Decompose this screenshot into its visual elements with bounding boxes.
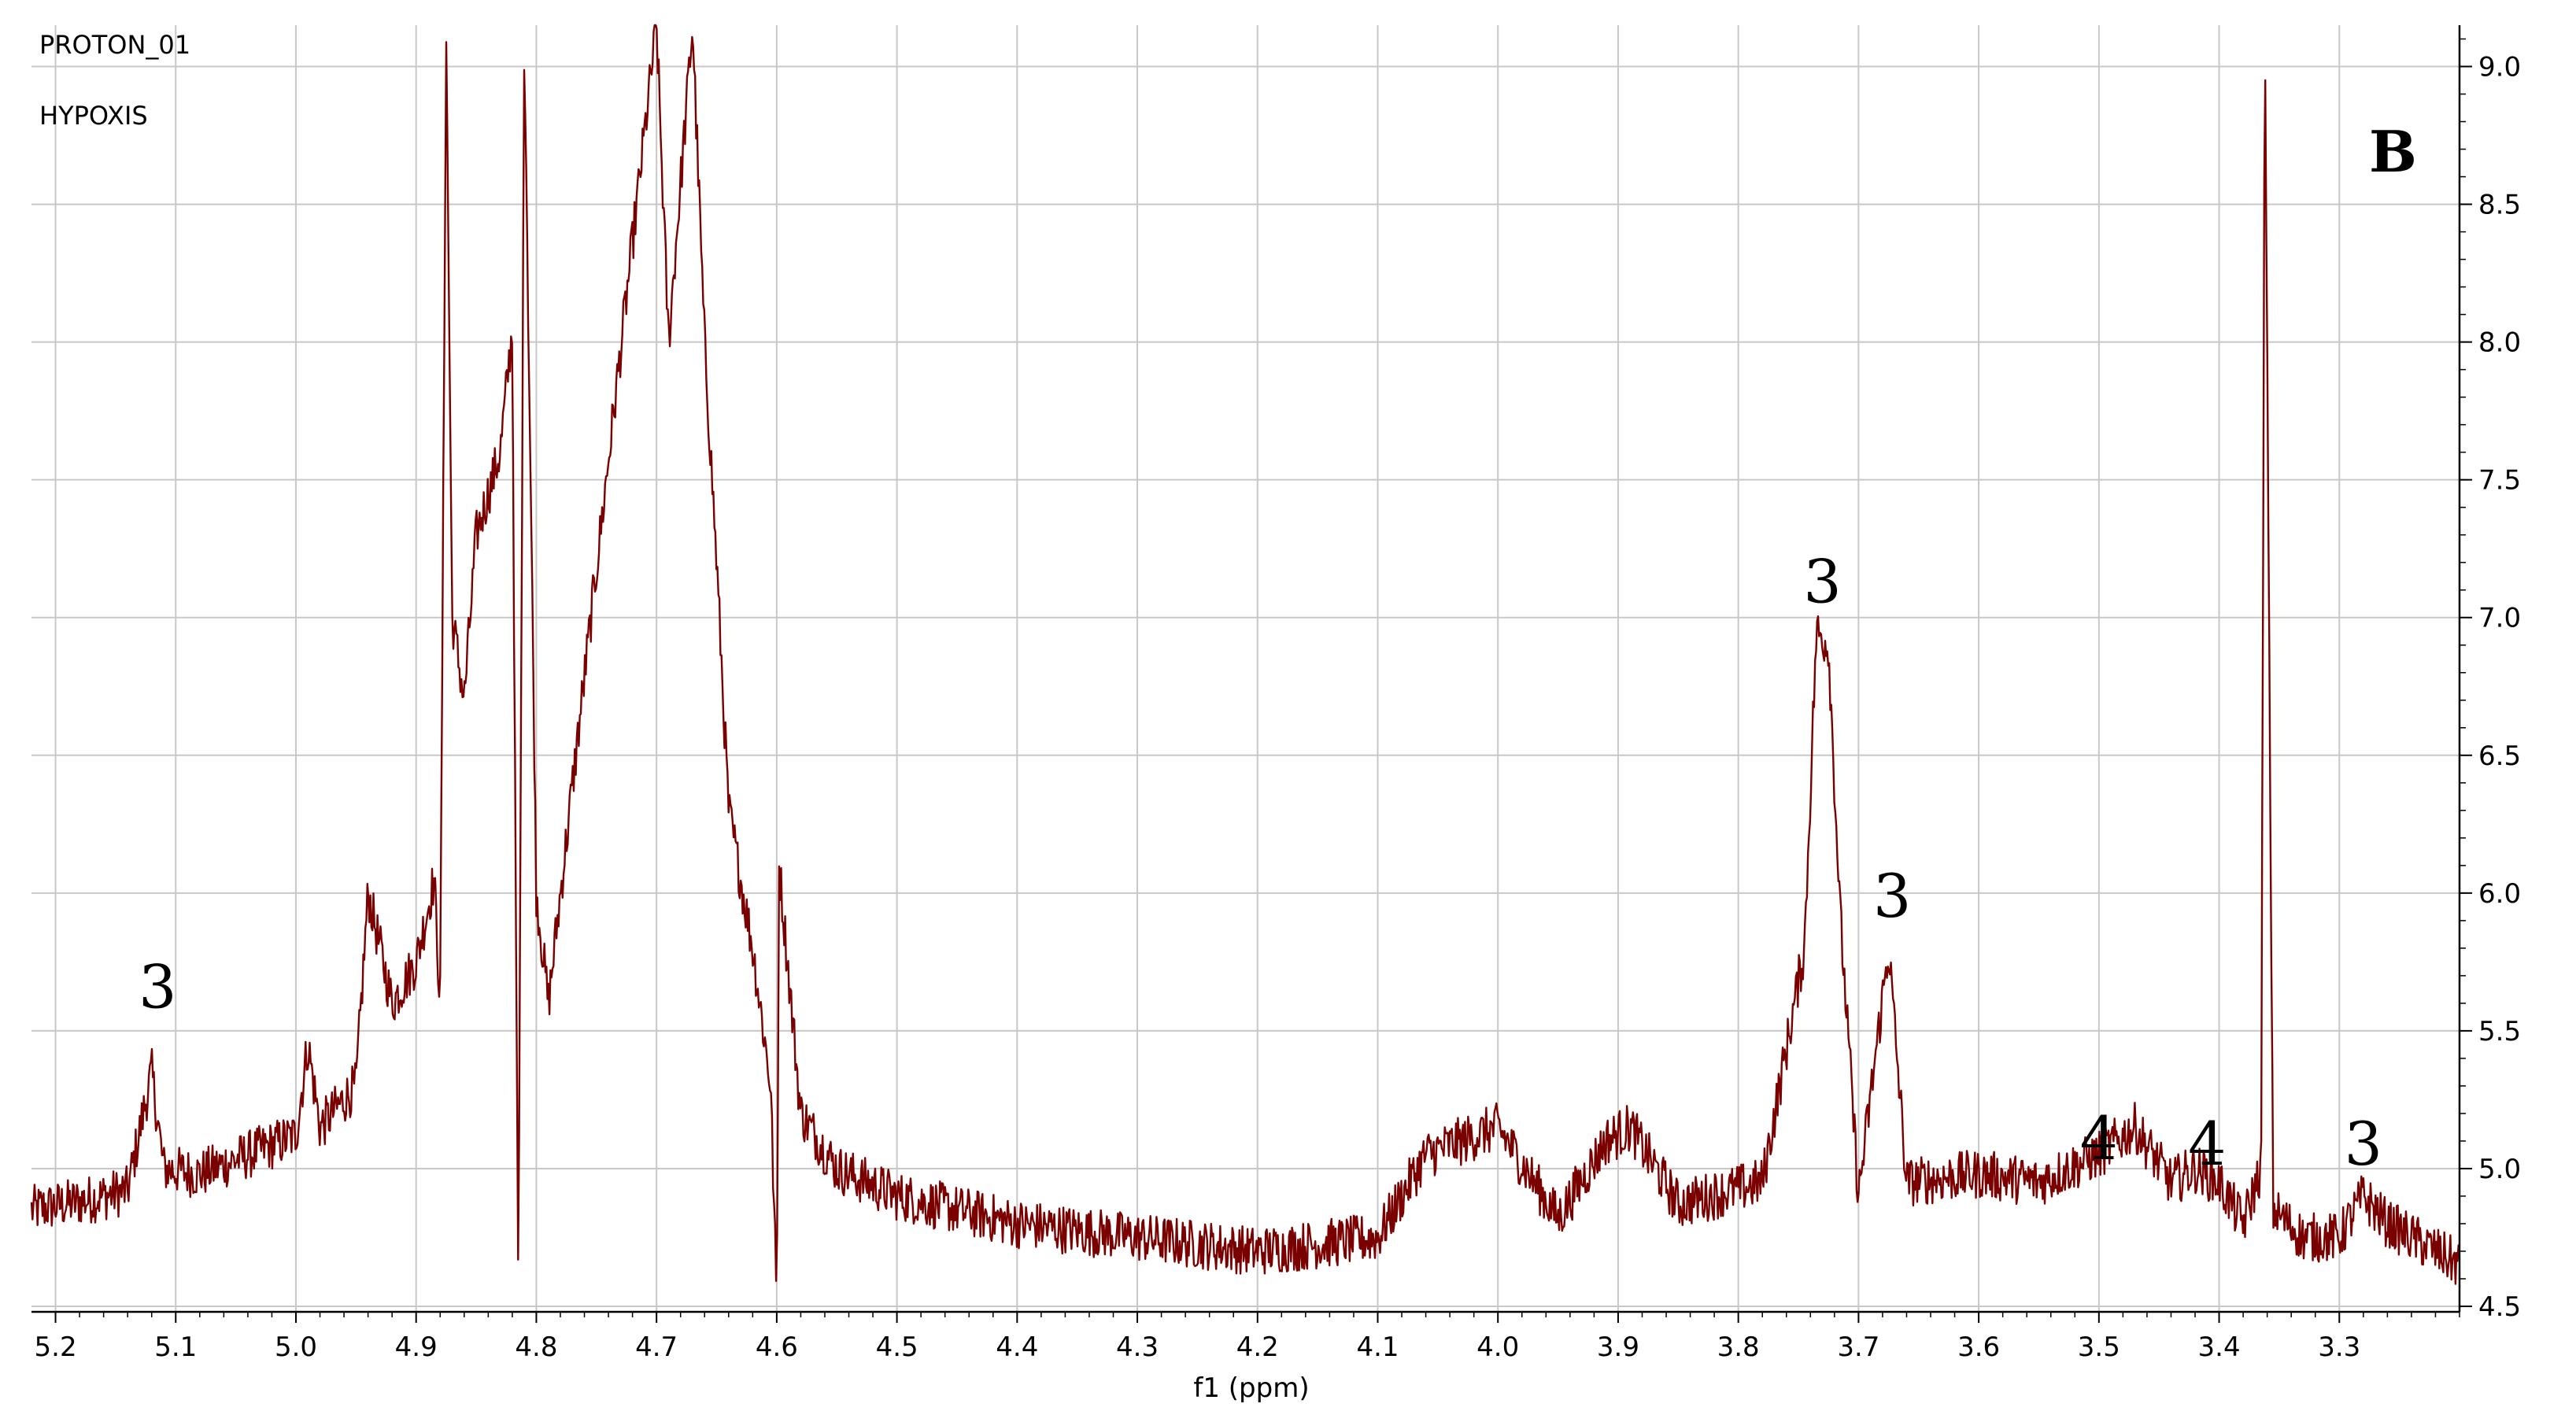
x-tick-label: 4.5 xyxy=(876,1332,918,1363)
peak-annotation: 3 xyxy=(1803,547,1841,617)
x-tick-label: 3.9 xyxy=(1597,1332,1639,1363)
x-tick-label: 3.4 xyxy=(2198,1332,2241,1363)
x-tick-label: 4.3 xyxy=(1116,1332,1159,1363)
peak-annotation: 4 xyxy=(2188,1109,2226,1179)
x-tick-label: 5.2 xyxy=(35,1332,77,1363)
x-axis-title: f1 (ppm) xyxy=(1193,1372,1309,1404)
y-tick-label: 8.0 xyxy=(2478,327,2521,359)
x-tick-label: 3.6 xyxy=(1957,1332,2000,1363)
x-tick-label: 4.1 xyxy=(1356,1332,1399,1363)
x-tick-label: 4.7 xyxy=(635,1332,678,1363)
y-axis-ticks: 4.5 5.0 5.5 6.0 6.5 7.0 7.5 8.0 8.5 9.0 xyxy=(2460,38,2521,1323)
x-tick-label: 3.5 xyxy=(2078,1332,2120,1363)
peak-annotation: 3 xyxy=(139,951,176,1021)
x-tick-label: 3.8 xyxy=(1717,1332,1760,1363)
y-tick-label: 7.5 xyxy=(2478,465,2521,497)
x-tick-label: 3.3 xyxy=(2318,1332,2360,1363)
peak-annotations: 3 3 3 4 4 3 xyxy=(139,547,2382,1179)
peak-annotation: 3 xyxy=(2345,1109,2382,1179)
x-tick-label: 5.1 xyxy=(154,1332,197,1363)
x-tick-label: 4.9 xyxy=(395,1332,438,1363)
peak-annotation: 4 xyxy=(2080,1103,2118,1173)
experiment-title: PROTON_01 xyxy=(39,30,190,60)
x-tick-label: 3.7 xyxy=(1837,1332,1879,1363)
y-tick-label: 5.0 xyxy=(2478,1154,2521,1185)
x-tick-label: 4.8 xyxy=(515,1332,557,1363)
panel-label: B xyxy=(2369,118,2417,185)
x-tick-label: 4.6 xyxy=(756,1332,798,1363)
y-tick-label: 5.5 xyxy=(2478,1016,2521,1047)
gridlines xyxy=(31,25,2460,1312)
axes xyxy=(31,25,2461,1313)
x-tick-label: 4.4 xyxy=(996,1332,1038,1363)
y-tick-label: 8.5 xyxy=(2478,190,2521,221)
sample-name: HYPOXIS xyxy=(39,101,148,131)
y-tick-label: 4.5 xyxy=(2478,1291,2521,1323)
y-tick-label: 7.0 xyxy=(2478,603,2521,634)
y-tick-label: 6.0 xyxy=(2478,878,2521,910)
x-axis-ticks: 5.2 5.1 5.0 4.9 4.8 4.7 4.6 4.5 4.4 4.3 4.2 4.1 4.0 3… xyxy=(35,1312,2460,1363)
y-tick-label: 6.5 xyxy=(2478,741,2521,772)
x-tick-label: 4.2 xyxy=(1236,1332,1279,1363)
x-tick-label: 5.0 xyxy=(275,1332,317,1363)
y-tick-label: 9.0 xyxy=(2478,52,2521,83)
peak-annotation: 3 xyxy=(1873,861,1911,931)
x-tick-label: 4.0 xyxy=(1476,1332,1519,1363)
